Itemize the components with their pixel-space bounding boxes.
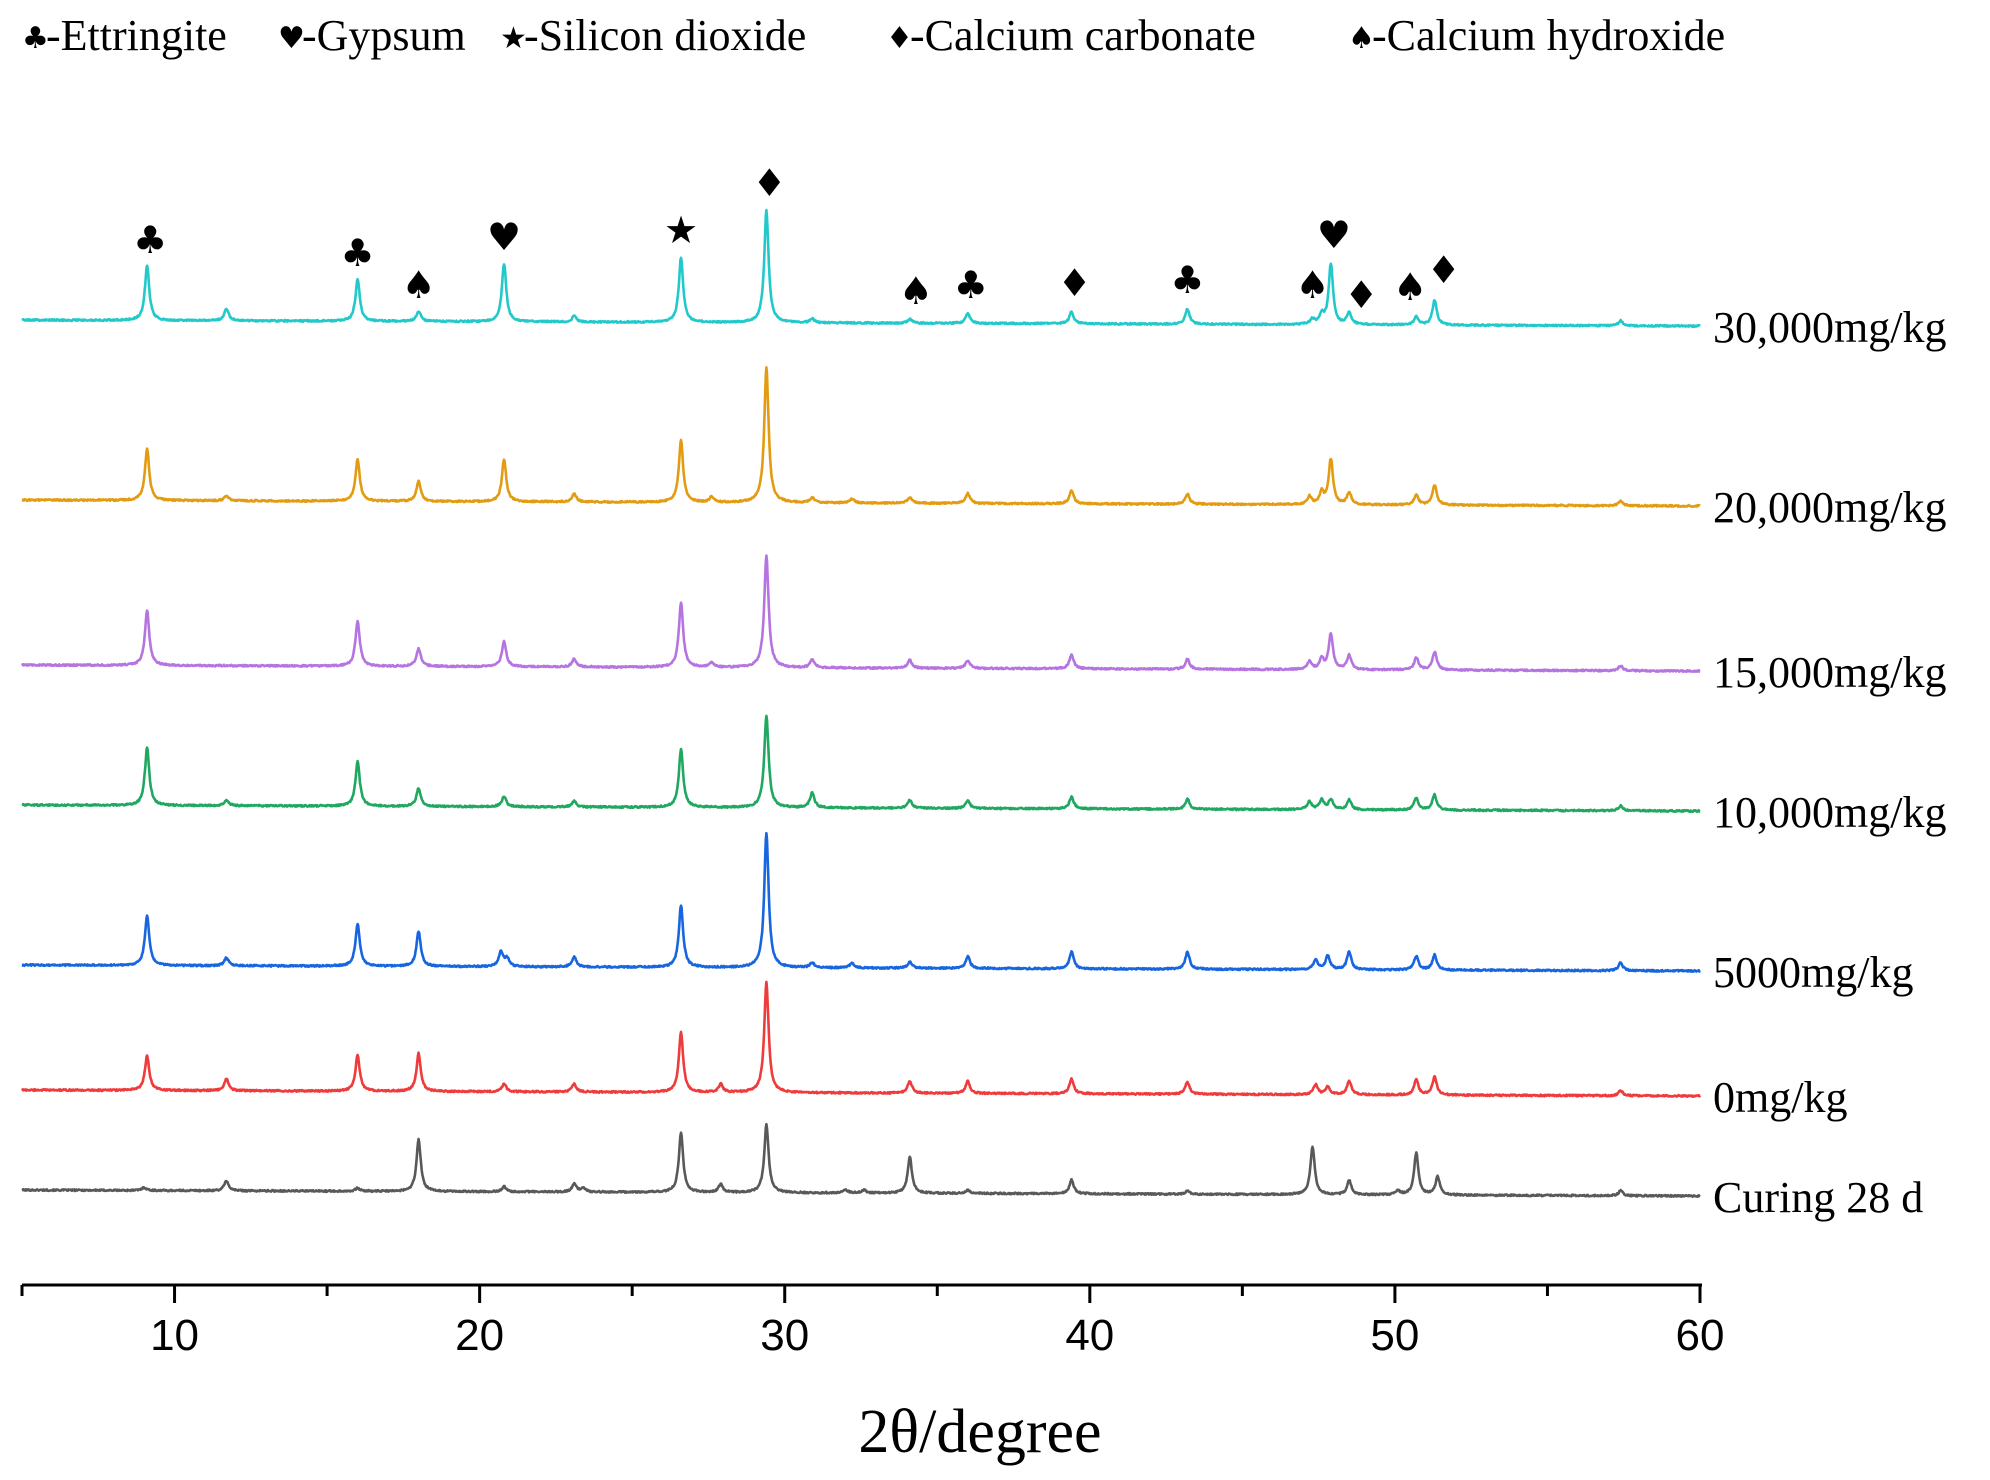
peak-marker-6: ♠	[899, 269, 933, 313]
legend-label-3: -Calcium carbonate	[910, 11, 1256, 60]
trace-6	[21, 208, 1701, 329]
peak-marker-1: ♣	[341, 231, 375, 275]
peak-marker-7: ♣	[954, 263, 988, 307]
legend-symbol-2: ★	[500, 21, 527, 56]
x-tick-label-40: 40	[1065, 1311, 1114, 1360]
series-label-0: Curing 28 d	[1713, 1173, 1923, 1222]
x-axis: 10 20 30 40 50 60	[20, 1283, 1725, 1360]
peak-marker-12: ♦	[1344, 273, 1378, 317]
peak-marker-13: ♠	[1393, 265, 1427, 309]
peak-marker-0: ♣	[133, 218, 167, 262]
legend-symbol-3: ♦	[886, 21, 913, 56]
series-label-3: 10,000mg/kg	[1713, 788, 1946, 837]
peak-marker-4: ★	[664, 208, 698, 252]
series-labels: Curing 28 d 0mg/kg 5000mg/kg 10,000mg/kg 15,…	[1713, 303, 1946, 1222]
peak-marker-10: ♠	[1295, 263, 1329, 307]
peak-marker-14: ♦	[1427, 248, 1461, 292]
traces	[20, 208, 1702, 1198]
legend-label-0: -Ettringite	[46, 11, 227, 60]
legend-label-4: -Calcium hydroxide	[1372, 11, 1725, 60]
x-tick-label-60: 60	[1676, 1311, 1725, 1360]
legend-item-4: ♠-Calcium hydroxide	[1348, 11, 1725, 60]
legend-item-2: ★-Silicon dioxide	[500, 11, 806, 60]
peak-marker-5: ♦	[752, 161, 786, 205]
trace-2	[21, 831, 1701, 973]
peak-marker-3: ♥	[487, 215, 521, 259]
series-label-2: 5000mg/kg	[1713, 948, 1913, 997]
series-label-6: 30,000mg/kg	[1713, 303, 1946, 352]
x-axis-title: 2θ/degree	[858, 1398, 1101, 1466]
peak-marker-8: ♦	[1058, 261, 1092, 305]
peak-marker-11: ♥	[1317, 213, 1351, 257]
legend: ♣-Ettringite ♥-Gypsum ★-Silicon dioxide ♦-C…	[22, 11, 1725, 60]
legend-symbol-1: ♥	[278, 21, 305, 56]
legend-symbol-0: ♣	[22, 21, 49, 56]
trace-4	[20, 554, 1701, 674]
legend-item-0: ♣-Ettringite	[22, 11, 227, 60]
legend-symbol-4: ♠	[1348, 21, 1375, 56]
series-label-1: 0mg/kg	[1713, 1073, 1847, 1122]
x-tick-label-20: 20	[455, 1311, 504, 1360]
legend-label-2: -Silicon dioxide	[524, 11, 806, 60]
peak-marker-9: ♣	[1170, 258, 1204, 302]
trace-3	[21, 714, 1701, 814]
x-tick-label-10: 10	[150, 1311, 199, 1360]
series-label-4: 15,000mg/kg	[1713, 648, 1946, 697]
peak-marker-2: ♠	[402, 263, 436, 307]
trace-1	[20, 980, 1702, 1098]
peak-markers: ♣ ♣♠♥ ★♦♠ ♣ ♦ ♣ ♠♥♦ ♠ ♦	[133, 161, 1461, 317]
trace-5	[21, 366, 1701, 508]
legend-item-1: ♥-Gypsum	[278, 11, 466, 60]
legend-item-3: ♦-Calcium carbonate	[886, 11, 1256, 60]
x-tick-label-50: 50	[1370, 1311, 1419, 1360]
series-label-5: 20,000mg/kg	[1713, 483, 1946, 532]
x-tick-label-30: 30	[760, 1311, 809, 1360]
trace-0	[21, 1122, 1701, 1198]
legend-label-1: -Gypsum	[302, 11, 466, 60]
